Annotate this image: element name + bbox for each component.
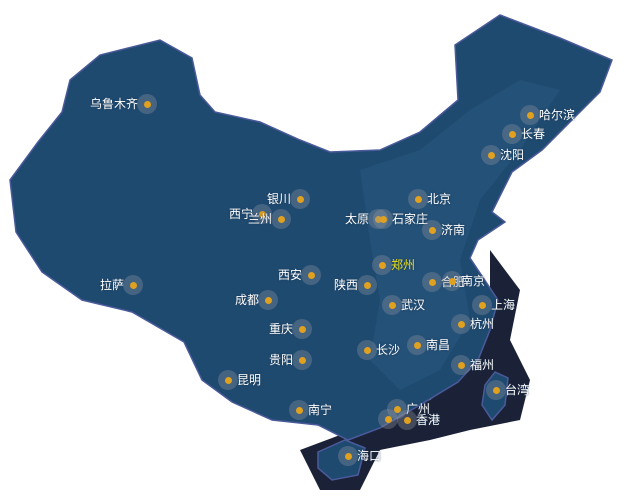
city-label: 乌鲁木齐 <box>89 97 138 111</box>
city-label: 银川 <box>266 192 291 206</box>
marker-dot-icon[interactable] <box>428 226 436 234</box>
city-label: 重庆 <box>268 322 293 336</box>
marker-dot-icon[interactable] <box>487 151 495 159</box>
marker-dot-icon[interactable] <box>277 215 285 223</box>
city-label: 杭州 <box>470 317 495 331</box>
marker-dot-icon[interactable] <box>393 405 401 413</box>
city-label: 西宁 <box>228 207 253 221</box>
city-label: 武汉 <box>401 298 426 312</box>
marker-dot-icon[interactable] <box>344 452 352 460</box>
marker-dot-icon[interactable] <box>258 210 266 218</box>
marker-dot-icon[interactable] <box>384 415 392 423</box>
city-label: 长沙 <box>376 343 401 357</box>
taiwan-island[interactable] <box>481 371 509 422</box>
marker-dot-icon[interactable] <box>129 281 137 289</box>
marker-dot-icon[interactable] <box>478 301 486 309</box>
city-label: 兰州 <box>247 212 272 226</box>
land-relief <box>360 80 560 390</box>
marker-dot-icon[interactable] <box>403 416 411 424</box>
city-label: 石家庄 <box>392 212 429 226</box>
city-label: 北京 <box>427 192 452 206</box>
city-label: 贵阳 <box>268 353 293 367</box>
marker-dot-icon[interactable] <box>414 195 422 203</box>
city-label: 福州 <box>470 358 495 372</box>
marker-dot-icon[interactable] <box>298 325 306 333</box>
city-label: 西安 <box>277 268 302 282</box>
marker-dot-icon[interactable] <box>457 320 465 328</box>
city-label: 上海 <box>491 298 516 312</box>
marker-dot-icon[interactable] <box>526 111 534 119</box>
city-label: 昆明 <box>237 373 262 387</box>
marker-dot-icon[interactable] <box>296 195 304 203</box>
city-label: 成都 <box>234 293 259 307</box>
marker-dot-icon[interactable] <box>374 215 382 223</box>
city-label: 沈阳 <box>500 148 525 162</box>
marker-dot-icon[interactable] <box>448 277 456 285</box>
city-label: 南昌 <box>426 338 451 352</box>
marker-dot-icon[interactable] <box>295 406 303 414</box>
city-label: 陕西 <box>333 278 358 292</box>
city-label: 拉萨 <box>99 278 124 292</box>
marker-dot-icon[interactable] <box>363 281 371 289</box>
city-label: 海口 <box>357 449 382 463</box>
marker-dot-icon[interactable] <box>508 130 516 138</box>
city-label: 香港 <box>416 413 441 427</box>
marker-dot-icon[interactable] <box>298 356 306 364</box>
city-label: 广州 <box>406 402 431 416</box>
city-label: 太原 <box>344 212 369 226</box>
city-label: 南京 <box>461 274 486 288</box>
marker-dot-icon[interactable] <box>307 271 315 279</box>
marker-dot-icon[interactable] <box>379 215 387 223</box>
marker-dot-icon[interactable] <box>143 100 151 108</box>
city-label: 郑州 <box>391 258 416 272</box>
marker-dot-icon[interactable] <box>428 278 436 286</box>
marker-dot-icon[interactable] <box>224 376 232 384</box>
marker-dot-icon[interactable] <box>413 341 421 349</box>
marker-dot-icon[interactable] <box>388 301 396 309</box>
marker-dot-icon[interactable] <box>492 386 500 394</box>
marker-dot-icon[interactable] <box>378 261 386 269</box>
hainan-island[interactable] <box>317 439 366 481</box>
city-label: 台湾 <box>505 383 530 397</box>
city-label: 哈尔滨 <box>539 108 576 122</box>
city-label: 济南 <box>441 223 466 237</box>
marker-dot-icon[interactable] <box>264 296 272 304</box>
marker-dot-icon[interactable] <box>457 361 465 369</box>
city-label: 南宁 <box>308 403 333 417</box>
city-label: 长春 <box>521 127 546 141</box>
marker-dot-icon[interactable] <box>363 346 371 354</box>
